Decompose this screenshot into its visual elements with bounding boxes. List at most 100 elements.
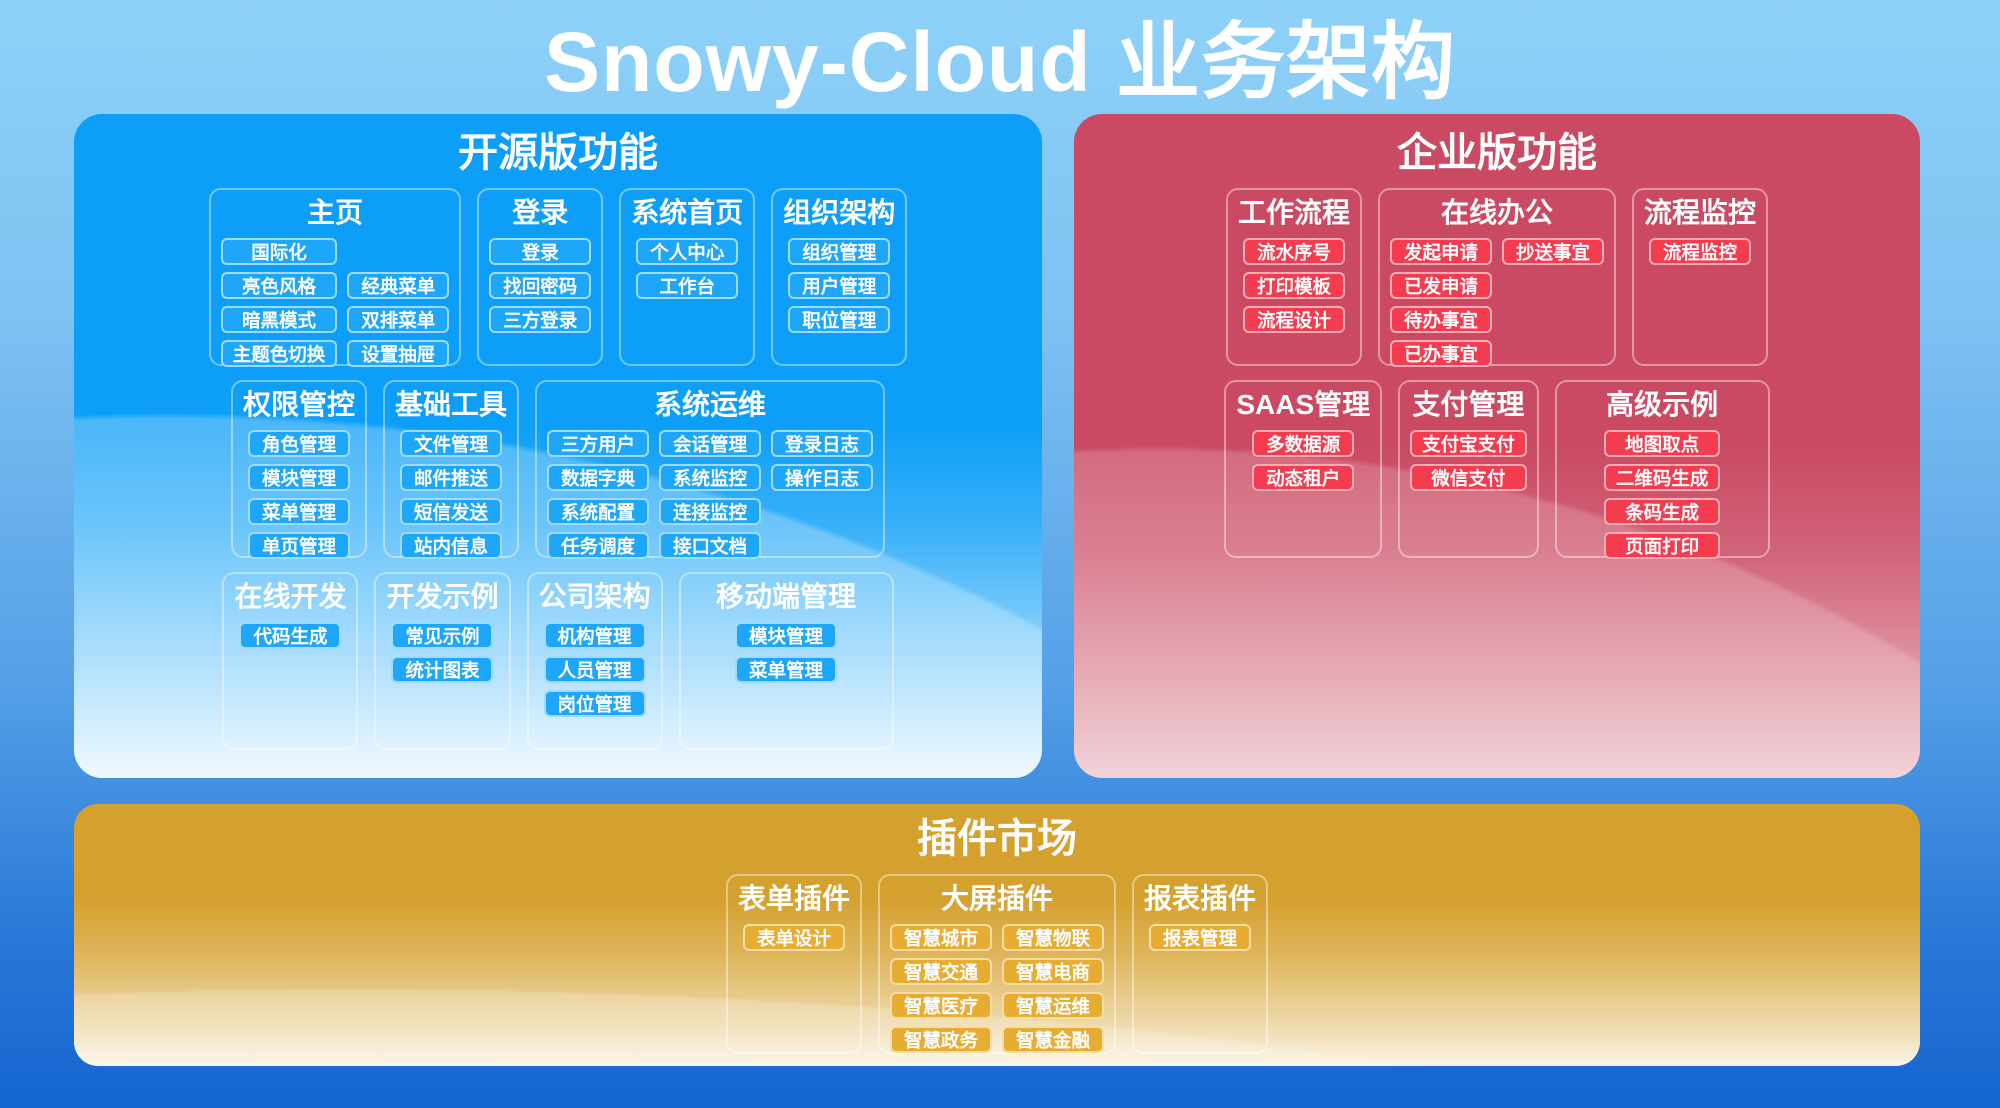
feature-button[interactable]: 三方登录 bbox=[489, 306, 592, 333]
feature-button[interactable]: 工作台 bbox=[636, 272, 739, 299]
feature-button[interactable]: 会话管理 bbox=[659, 430, 762, 457]
button-grid: 三方用户 会话管理 登录日志数据字典 系统监控 操作日志系统配置 连接监控 任务调度 接口文档 bbox=[547, 430, 874, 559]
feature-button[interactable]: 多数据源 bbox=[1252, 430, 1355, 457]
feature-button[interactable]: 角色管理 bbox=[247, 430, 350, 457]
feature-button[interactable]: 机构管理 bbox=[543, 622, 646, 649]
feature-button[interactable]: 抄送事宜 bbox=[1502, 238, 1604, 265]
feature-group: 在线办公发起申请 抄送事宜 已发申请待办事宜已办事宜 bbox=[1378, 188, 1616, 367]
feature-button[interactable]: 主题色切换 bbox=[220, 340, 338, 367]
feature-group: 移动端管理模块管理菜单管理 bbox=[678, 572, 894, 750]
feature-button[interactable]: 已发申请 bbox=[1390, 272, 1492, 299]
group-title: 大屏插件 bbox=[940, 883, 1053, 914]
feature-button[interactable]: 智慧城市 bbox=[890, 924, 992, 951]
feature-button[interactable]: 双排菜单 bbox=[347, 306, 450, 333]
feature-group-row: SAAS管理 多数据源 动态租户 支付管理 支付宝支付 微信支付 高级示例 地图取点 二维码生成… bbox=[1074, 380, 1920, 559]
feature-button[interactable]: 统计图表 bbox=[391, 656, 494, 683]
feature-button[interactable]: 智慧交通 bbox=[890, 958, 992, 985]
button-grid: 个人中心 工作台 bbox=[636, 238, 739, 299]
feature-group: 基础工具文件管理邮件推送短信发送站内信息 bbox=[383, 380, 520, 559]
feature-button[interactable]: 短信发送 bbox=[400, 498, 502, 525]
feature-button[interactable]: 条码生成 bbox=[1603, 498, 1721, 525]
feature-group-row: 主页 国际化 亮色风格 经典菜单 暗黑模式 双排菜单 主题色切换 设置抽屉 登录 登录 找回密码 三方… bbox=[74, 188, 1042, 367]
feature-button[interactable]: 岗位管理 bbox=[543, 690, 646, 717]
feature-button[interactable]: 暗黑模式 bbox=[220, 306, 338, 333]
section-plugin-market: 插件市场 表单插件 表单设计 大屏插件 智慧城市 智慧物联 智慧交通 智慧电商 智慧医疗 智慧运… bbox=[74, 804, 1920, 1066]
feature-button[interactable]: 流程监控 bbox=[1649, 238, 1751, 265]
feature-group: 流程监控 流程监控 bbox=[1632, 188, 1769, 366]
feature-button[interactable]: 经典菜单 bbox=[347, 272, 450, 299]
feature-button[interactable]: 已办事宜 bbox=[1390, 340, 1492, 367]
group-title: 主页 bbox=[306, 197, 363, 228]
feature-button[interactable]: 职位管理 bbox=[788, 306, 891, 333]
group-title: 流程监控 bbox=[1644, 197, 1757, 228]
button-grid: 智慧城市 智慧物联 智慧交通 智慧电商 智慧医疗 智慧运维 智慧政务 智慧金融 bbox=[890, 924, 1104, 1053]
feature-button[interactable]: 登录 bbox=[489, 238, 592, 265]
feature-button[interactable]: 操作日志 bbox=[771, 464, 874, 491]
feature-button[interactable]: 连接监控 bbox=[659, 498, 762, 525]
feature-button[interactable]: 报表管理 bbox=[1149, 924, 1251, 951]
feature-button[interactable]: 系统监控 bbox=[659, 464, 762, 491]
feature-button[interactable]: 智慧电商 bbox=[1002, 958, 1104, 985]
feature-button[interactable]: 人员管理 bbox=[543, 656, 646, 683]
button-grid: 组织管理用户管理职位管理 bbox=[788, 238, 891, 333]
feature-button[interactable]: 邮件推送 bbox=[400, 464, 502, 491]
feature-button[interactable]: 登录日志 bbox=[771, 430, 874, 457]
group-title: 登录 bbox=[512, 197, 569, 228]
group-title: 系统首页 bbox=[631, 197, 744, 228]
button-grid: 多数据源 动态租户 bbox=[1252, 430, 1355, 491]
feature-button[interactable]: 微信支付 bbox=[1410, 464, 1527, 491]
feature-button[interactable]: 任务调度 bbox=[547, 532, 650, 559]
group-title: 移动端管理 bbox=[716, 581, 857, 612]
feature-button[interactable]: 智慧物联 bbox=[1002, 924, 1104, 951]
feature-group: 登录 登录 找回密码 三方登录 bbox=[477, 188, 604, 366]
feature-button[interactable]: 智慧政务 bbox=[890, 1026, 992, 1053]
button-grid: 常见示例 统计图表 bbox=[391, 622, 494, 683]
feature-button[interactable]: 动态租户 bbox=[1252, 464, 1355, 491]
group-title: 基础工具 bbox=[395, 389, 508, 420]
feature-button[interactable]: 文件管理 bbox=[400, 430, 502, 457]
feature-button[interactable]: 数据字典 bbox=[547, 464, 650, 491]
button-grid: 角色管理模块管理菜单管理单页管理 bbox=[247, 430, 350, 559]
feature-button[interactable]: 智慧金融 bbox=[1002, 1026, 1104, 1053]
feature-button[interactable]: 智慧医疗 bbox=[890, 992, 992, 1019]
feature-button[interactable]: 流程设计 bbox=[1242, 306, 1345, 333]
feature-button[interactable]: 页面打印 bbox=[1603, 532, 1721, 559]
feature-button[interactable]: 单页管理 bbox=[247, 532, 350, 559]
feature-button[interactable]: 国际化 bbox=[220, 238, 338, 265]
feature-button[interactable]: 找回密码 bbox=[489, 272, 592, 299]
button-grid: 流水序号打印模板流程设计 bbox=[1242, 238, 1345, 333]
feature-button[interactable]: 接口文档 bbox=[659, 532, 762, 559]
feature-button[interactable]: 待办事宜 bbox=[1390, 306, 1492, 333]
feature-button[interactable]: 系统配置 bbox=[547, 498, 650, 525]
feature-button[interactable]: 地图取点 bbox=[1603, 430, 1721, 457]
feature-button[interactable]: 设置抽屉 bbox=[347, 340, 450, 367]
feature-button[interactable]: 菜单管理 bbox=[247, 498, 350, 525]
group-title: 工作流程 bbox=[1237, 197, 1350, 228]
feature-button[interactable]: 二维码生成 bbox=[1603, 464, 1721, 491]
feature-button[interactable]: 表单设计 bbox=[742, 924, 845, 951]
feature-button[interactable]: 站内信息 bbox=[400, 532, 502, 559]
feature-button[interactable]: 亮色风格 bbox=[220, 272, 338, 299]
feature-button[interactable]: 模块管理 bbox=[247, 464, 350, 491]
feature-button[interactable]: 菜单管理 bbox=[735, 656, 838, 683]
feature-button[interactable]: 支付宝支付 bbox=[1410, 430, 1527, 457]
feature-button[interactable]: 常见示例 bbox=[391, 622, 494, 649]
feature-button[interactable]: 模块管理 bbox=[735, 622, 838, 649]
feature-button[interactable]: 流水序号 bbox=[1242, 238, 1345, 265]
section-enterprise: 企业版功能 工作流程 流水序号 打印模板 流程设计 在线办公 发起申请 抄送事宜 已发申请 待办… bbox=[1074, 114, 1920, 778]
button-grid: 模块管理 菜单管理 bbox=[735, 622, 838, 683]
group-title: 在线办公 bbox=[1440, 197, 1553, 228]
feature-button[interactable]: 发起申请 bbox=[1390, 238, 1492, 265]
feature-group: 大屏插件智慧城市 智慧物联 智慧交通 智慧电商 智慧医疗 智慧运维 智慧政务 智慧金融 bbox=[878, 874, 1116, 1054]
feature-button[interactable]: 打印模板 bbox=[1242, 272, 1345, 299]
feature-button[interactable]: 智慧运维 bbox=[1002, 992, 1104, 1019]
feature-button[interactable]: 个人中心 bbox=[636, 238, 739, 265]
feature-button[interactable]: 用户管理 bbox=[788, 272, 891, 299]
feature-button[interactable]: 组织管理 bbox=[788, 238, 891, 265]
feature-button[interactable]: 三方用户 bbox=[547, 430, 650, 457]
plugin-market-groups: 表单插件 表单设计 大屏插件 智慧城市 智慧物联 智慧交通 智慧电商 智慧医疗 智慧运维 智慧政务… bbox=[74, 874, 1920, 1054]
group-title: 公司架构 bbox=[538, 581, 651, 612]
section-title-open-source: 开源版功能 bbox=[458, 131, 658, 175]
feature-button[interactable]: 代码生成 bbox=[239, 622, 342, 649]
